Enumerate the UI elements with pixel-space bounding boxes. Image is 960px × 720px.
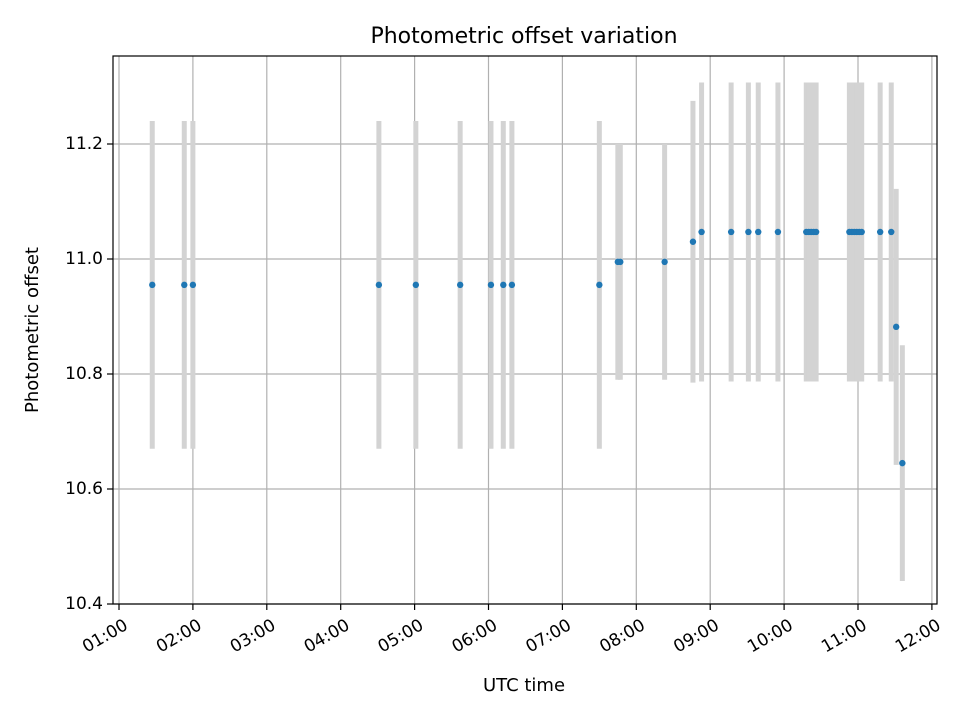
data-point xyxy=(888,228,895,236)
data-point xyxy=(412,281,420,289)
data-point xyxy=(899,459,906,467)
data-point xyxy=(596,281,603,289)
data-point xyxy=(892,323,900,331)
x-axis-label: UTC time xyxy=(483,675,565,696)
data-point xyxy=(617,258,624,266)
data-point xyxy=(698,228,705,236)
data-point xyxy=(487,281,495,289)
data-point xyxy=(755,228,762,236)
data-points xyxy=(149,228,906,467)
plot-frame xyxy=(112,55,938,605)
y-tick-label: 10.8 xyxy=(65,364,103,384)
data-point xyxy=(727,228,735,236)
data-point xyxy=(876,228,884,236)
y-tick-label: 10.6 xyxy=(65,479,103,499)
y-tick-label: 11.0 xyxy=(65,249,103,269)
data-point xyxy=(745,228,752,236)
y-axis-ticks: 10.4 10.6 10.8 11.0 11.2 xyxy=(65,134,113,614)
y-tick-label: 10.4 xyxy=(65,594,103,614)
data-point xyxy=(858,228,865,236)
data-point xyxy=(812,228,820,236)
data-point xyxy=(189,281,197,289)
data-point xyxy=(456,281,464,289)
y-tick-label: 11.2 xyxy=(65,134,103,154)
chart-title: Photometric offset variation xyxy=(370,24,677,49)
data-point xyxy=(508,281,516,289)
data-point xyxy=(774,228,782,236)
y-axis-label: Photometric offset xyxy=(22,247,43,413)
data-point xyxy=(661,258,668,266)
data-point xyxy=(149,281,156,289)
data-point xyxy=(375,281,383,289)
data-point xyxy=(689,238,697,245)
data-point xyxy=(500,281,507,289)
data-point xyxy=(181,281,188,289)
